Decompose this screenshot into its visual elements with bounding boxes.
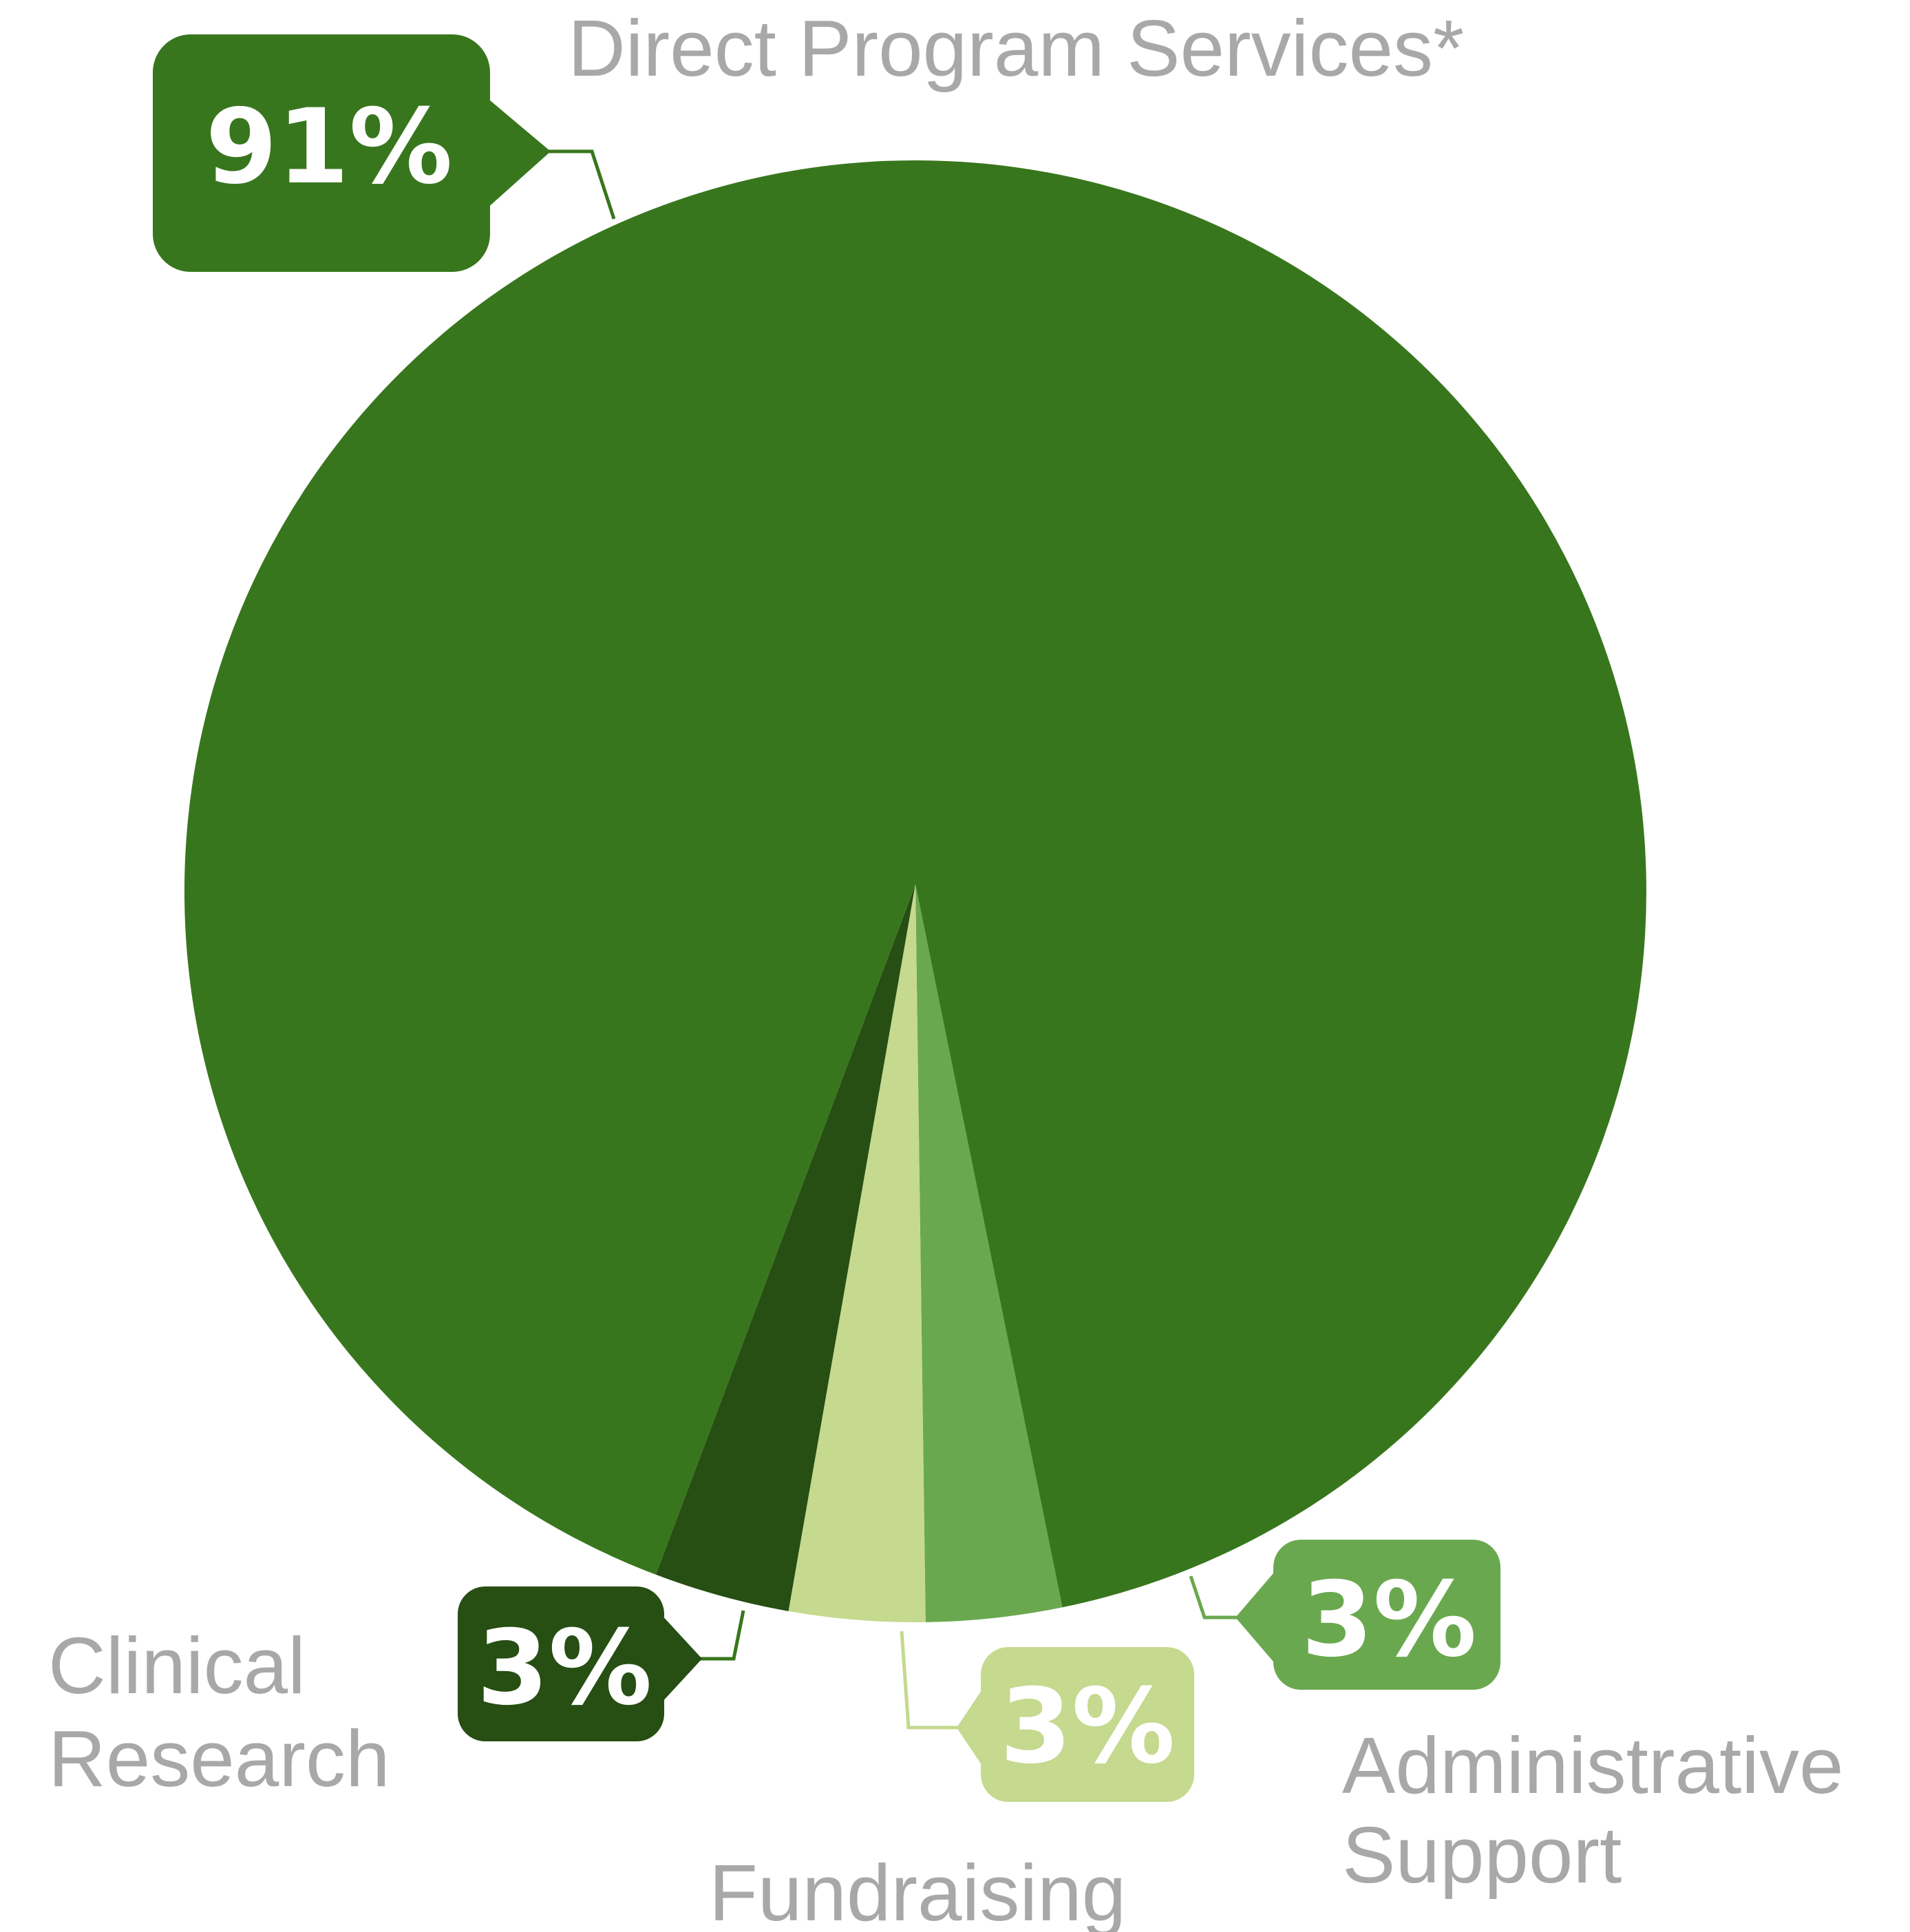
category-label-clinical-research-line1: Clinical [48,1621,306,1710]
category-label-fundraising: Fundraising [709,1848,1126,1932]
value-callout-administrative-support: 3% [1235,1540,1500,1690]
leader-line-direct-program-services [547,149,616,220]
category-label-direct-program-services: Direct Program Services* [568,3,1464,93]
category-label-administrative-support-line1: Administrative [1342,1721,1843,1810]
category-label-clinical-research-line2: Research [48,1714,390,1803]
leader-line-administrative-support [1189,1575,1239,1620]
category-label-administrative-support-line2: Support [1342,1810,1622,1900]
value-label-administrative-support: 3% [1302,1560,1477,1680]
value-callout-direct-program-services: 91% [153,34,551,272]
pie-slice-administrative-support [915,884,1063,1622]
pie-slices [184,160,1646,1623]
value-label-clinical-research: 3% [477,1609,652,1728]
value-label-direct-program-services: 91% [205,87,452,207]
value-label-fundraising: 3% [1000,1667,1176,1787]
leader-line-fundraising [900,1631,960,1730]
value-callout-fundraising: 3% [957,1647,1194,1802]
pie-slice-direct-program-services [184,160,1646,1608]
pie-slice-fundraising [788,884,926,1623]
leader-line-clinical-research [699,1610,745,1661]
value-callout-clinical-research: 3% [458,1586,702,1741]
pie-slice-clinical-research [655,884,915,1611]
